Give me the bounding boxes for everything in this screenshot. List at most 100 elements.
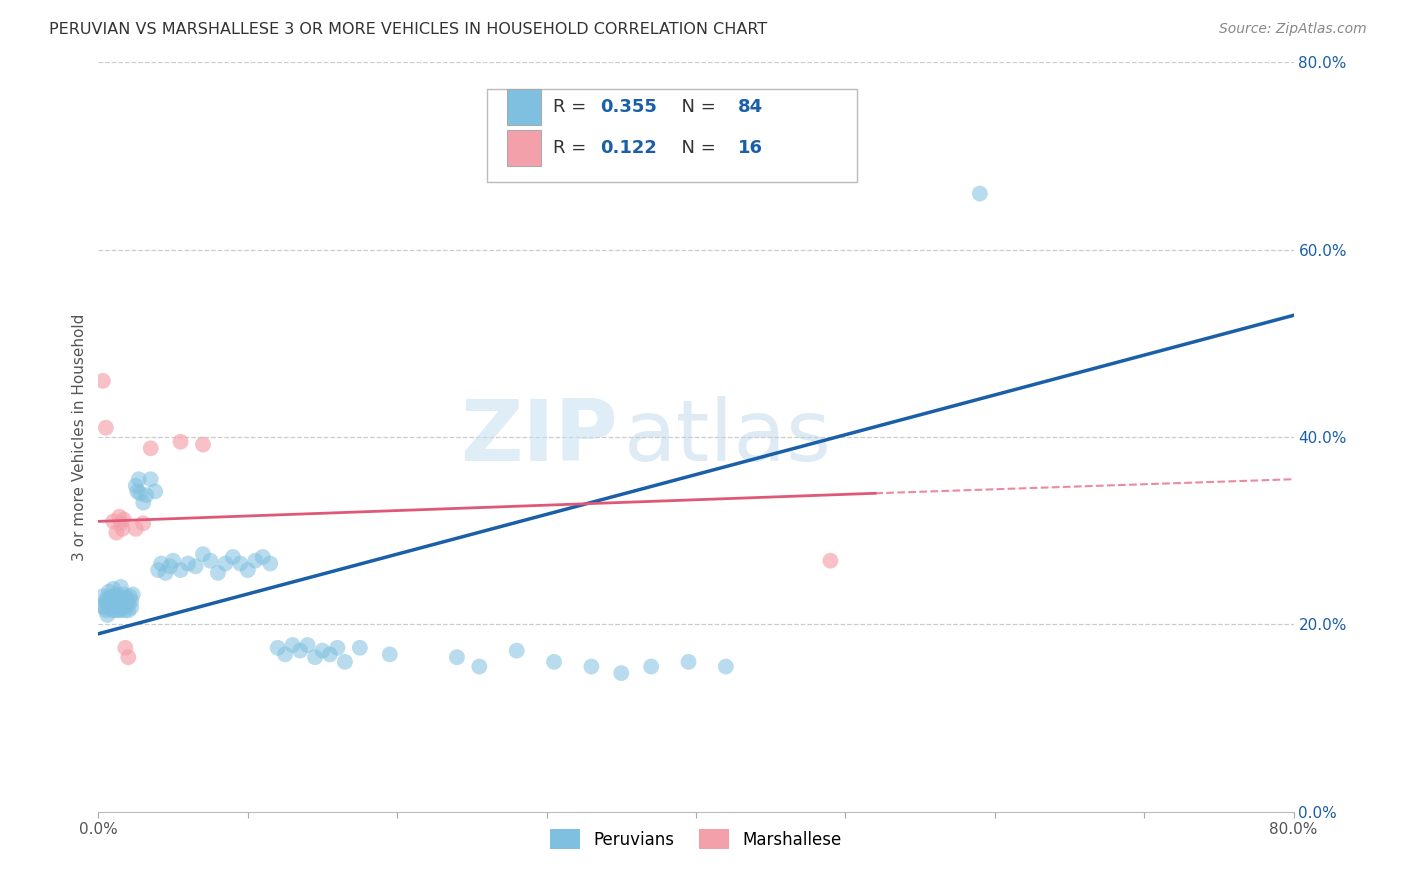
Point [132, 516, 155, 531]
Point [129, 486, 152, 500]
Point [117, 597, 139, 611]
Point [135, 488, 157, 502]
Text: R =: R = [553, 138, 592, 157]
Point [214, 557, 236, 571]
Point [177, 557, 200, 571]
Point [96, 608, 118, 623]
Point [94, 421, 117, 435]
Point [150, 557, 173, 571]
Point [114, 599, 136, 613]
Point [105, 525, 128, 540]
Point [110, 597, 132, 611]
Point [91, 590, 114, 604]
Point [319, 648, 342, 662]
Point [139, 442, 162, 456]
Point [110, 580, 132, 594]
Text: PERUVIAN VS MARSHALLESE 3 OR MORE VEHICLES IN HOUSEHOLD CORRELATION CHART: PERUVIAN VS MARSHALLESE 3 OR MORE VEHICL… [49, 22, 768, 37]
Point [93, 600, 115, 615]
Point [112, 587, 135, 601]
Point [139, 472, 162, 486]
Point [110, 516, 132, 531]
Point [90, 599, 112, 613]
Point [107, 603, 129, 617]
Point [333, 655, 356, 669]
Point [169, 563, 191, 577]
Point [222, 549, 245, 564]
Point [105, 587, 128, 601]
Legend: Peruvians, Marshallese: Peruvians, Marshallese [543, 822, 849, 855]
Point [820, 554, 842, 568]
Point [108, 509, 131, 524]
Point [155, 566, 177, 580]
Point [169, 434, 191, 449]
Point [143, 484, 166, 499]
Point [640, 659, 662, 673]
Point [267, 640, 290, 655]
Bar [508, 129, 541, 166]
Point [506, 643, 529, 657]
Point [274, 648, 297, 662]
Point [108, 590, 131, 604]
Point [96, 591, 118, 606]
Point [297, 638, 319, 652]
Point [111, 594, 134, 608]
Point [98, 594, 122, 608]
Point [98, 600, 122, 615]
Point [326, 640, 349, 655]
Point [114, 603, 136, 617]
Point [543, 655, 565, 669]
Point [162, 554, 184, 568]
Point [229, 557, 252, 571]
Text: 16: 16 [738, 138, 763, 157]
Point [159, 559, 181, 574]
Bar [508, 89, 541, 125]
Point [128, 472, 150, 486]
Point [184, 559, 207, 574]
Point [107, 594, 129, 608]
Point [121, 587, 143, 601]
Point [446, 650, 468, 665]
Point [132, 496, 155, 510]
Text: 84: 84 [738, 98, 763, 116]
Point [714, 659, 737, 673]
Point [97, 597, 120, 611]
Point [115, 591, 138, 606]
Point [97, 584, 120, 599]
Text: ZIP: ZIP [461, 395, 619, 479]
Point [191, 437, 214, 451]
Point [127, 484, 149, 499]
Point [125, 479, 148, 493]
Point [207, 566, 229, 580]
Point [105, 599, 128, 613]
Point [191, 547, 214, 561]
Point [117, 603, 139, 617]
Point [236, 563, 259, 577]
Point [117, 650, 139, 665]
Point [112, 512, 135, 526]
Point [101, 603, 124, 617]
Point [252, 549, 274, 564]
Point [103, 597, 125, 611]
Point [304, 650, 326, 665]
Point [118, 590, 141, 604]
Point [349, 640, 371, 655]
Point [678, 655, 700, 669]
Point [104, 603, 127, 617]
Y-axis label: 3 or more Vehicles in Household: 3 or more Vehicles in Household [72, 313, 87, 561]
Point [125, 522, 148, 536]
Point [468, 659, 491, 673]
Text: R =: R = [553, 98, 592, 116]
Point [281, 638, 304, 652]
Point [120, 600, 142, 615]
Point [104, 594, 127, 608]
Text: atlas: atlas [624, 395, 832, 479]
Point [969, 186, 991, 201]
Text: N =: N = [669, 138, 721, 157]
Text: N =: N = [669, 98, 721, 116]
Point [91, 374, 114, 388]
Point [311, 643, 333, 657]
Text: Source: ZipAtlas.com: Source: ZipAtlas.com [1219, 22, 1367, 37]
Point [111, 522, 134, 536]
Text: 0.355: 0.355 [600, 98, 657, 116]
Point [610, 666, 633, 681]
